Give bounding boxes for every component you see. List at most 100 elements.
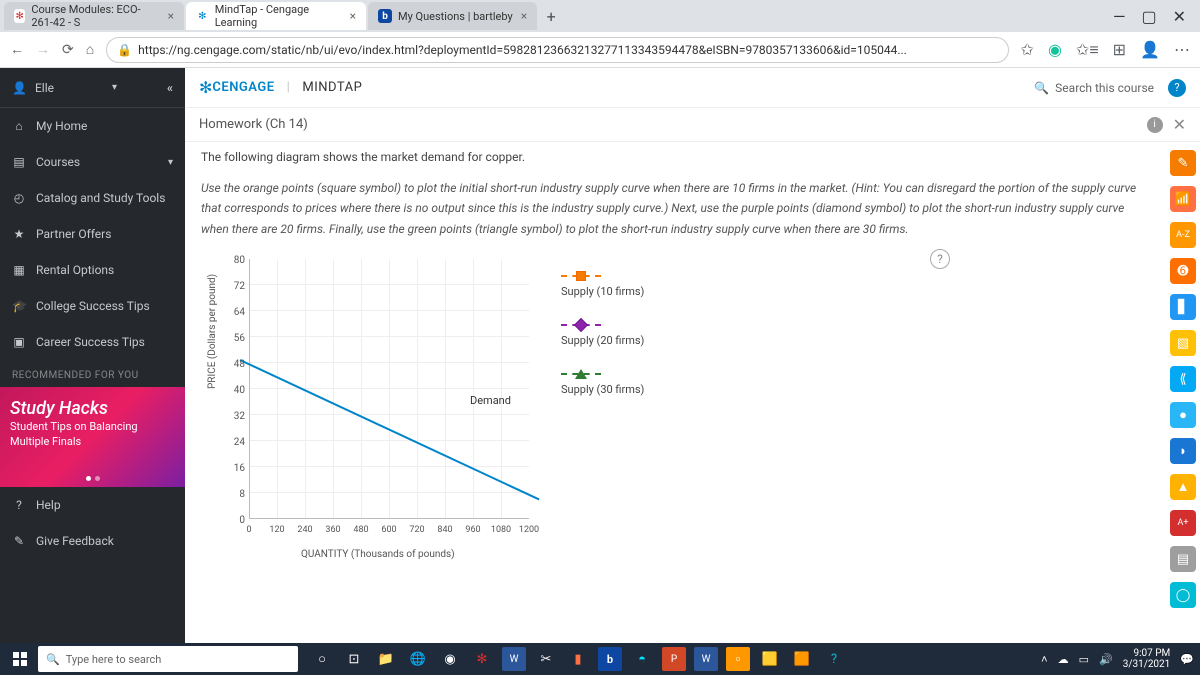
sidebar-promo[interactable]: Study Hacks Student Tips on Balancing Mu…	[0, 387, 185, 487]
sidebar-item-catalog[interactable]: ◴Catalog and Study Tools	[0, 180, 185, 216]
browser-tab[interactable]: ✻ MindTap - Cengage Learning ×	[186, 2, 366, 30]
sidebar-item-offers[interactable]: ★Partner Offers	[0, 216, 185, 252]
tool-button[interactable]: ➏	[1170, 258, 1196, 284]
star-icon: ★	[12, 227, 26, 241]
app-icon[interactable]: ◓	[630, 647, 654, 671]
help-icon[interactable]: ?	[822, 647, 846, 671]
home-icon[interactable]: ⌂	[86, 41, 94, 58]
app-icon[interactable]: 🟧	[790, 647, 814, 671]
tool-button[interactable]: ▋	[1170, 294, 1196, 320]
sidebar-item-career[interactable]: ▣Career Success Tips	[0, 324, 185, 360]
close-icon[interactable]: ×	[350, 9, 356, 23]
carousel-dots	[86, 476, 100, 481]
notifications-icon[interactable]: 💬	[1180, 653, 1194, 666]
powerpoint-icon[interactable]: P	[662, 647, 686, 671]
tool-button[interactable]: ⟪	[1170, 366, 1196, 392]
word-icon[interactable]: W	[694, 647, 718, 671]
word-icon[interactable]: W	[502, 647, 526, 671]
taskbar-search[interactable]: 🔍 Type here to search	[38, 646, 298, 672]
search-course[interactable]: 🔍 Search this course	[1034, 81, 1154, 95]
x-tick: 0	[246, 525, 251, 535]
feedback-icon: ✎	[12, 534, 26, 548]
edge-icon[interactable]: 🌐	[406, 647, 430, 671]
close-icon[interactable]: ✕	[1173, 115, 1186, 134]
chart-help-icon[interactable]: ?	[930, 249, 950, 269]
sidebar-item-home[interactable]: ⌂My Home	[0, 108, 185, 144]
tool-button[interactable]: A-Z	[1170, 222, 1196, 248]
close-icon[interactable]: ×	[168, 9, 174, 23]
new-tab-button[interactable]: +	[539, 4, 563, 28]
app-icon[interactable]: ▮	[566, 647, 590, 671]
maximize-icon[interactable]: ▢	[1141, 7, 1156, 26]
sidebar-item-rental[interactable]: ▦Rental Options	[0, 252, 185, 288]
favorites-icon[interactable]: ✩≡	[1076, 40, 1099, 60]
collapse-icon[interactable]: «	[167, 81, 173, 95]
bookmark-icon[interactable]: ✩	[1021, 40, 1034, 59]
plot-area[interactable]: Demand	[249, 259, 529, 519]
collections-icon[interactable]: ⊞	[1113, 40, 1126, 59]
profile-icon[interactable]: 👤	[1140, 40, 1160, 59]
tab-favicon: b	[378, 9, 392, 23]
tool-button[interactable]: ▤	[1170, 546, 1196, 572]
close-icon[interactable]: ×	[521, 9, 527, 23]
tool-button[interactable]: ◯	[1170, 582, 1196, 608]
sidebar-item-courses[interactable]: ▤Courses▾	[0, 144, 185, 180]
url-input[interactable]: 🔒 https://ng.cengage.com/static/nb/ui/ev…	[106, 37, 1008, 63]
menu-icon[interactable]: ⋯	[1174, 40, 1190, 59]
grammarly-icon[interactable]: ◉	[1048, 40, 1062, 59]
app-icon[interactable]: ✻	[470, 647, 494, 671]
search-icon: 🔍	[1034, 81, 1049, 95]
promo-line: Student Tips on Balancing	[10, 420, 175, 434]
sidebar-item-label: Courses	[36, 155, 80, 169]
instructions-text: Use the orange points (square symbol) to…	[201, 178, 1150, 239]
tool-button[interactable]: ▲	[1170, 474, 1196, 500]
battery-icon[interactable]: ▭	[1079, 653, 1089, 666]
tool-button[interactable]: ●	[1170, 402, 1196, 428]
tool-button[interactable]: ◗	[1170, 438, 1196, 464]
clock[interactable]: 9:07 PM 3/31/2021	[1123, 648, 1171, 670]
volume-icon[interactable]: 🔊	[1099, 653, 1113, 666]
snip-icon[interactable]: ✂	[534, 647, 558, 671]
forward-icon[interactable]: →	[36, 41, 50, 58]
help-button[interactable]: ?	[1168, 79, 1186, 97]
legend-item-supply20[interactable]: Supply (20 firms)	[561, 318, 644, 347]
legend-item-supply10[interactable]: Supply (10 firms)	[561, 269, 644, 298]
promo-line: Multiple Finals	[10, 435, 175, 449]
back-icon[interactable]: ←	[10, 41, 24, 58]
explorer-icon[interactable]: 📁	[374, 647, 398, 671]
sidebar-item-feedback[interactable]: ✎Give Feedback	[0, 523, 185, 559]
sidebar-item-label: Catalog and Study Tools	[36, 191, 165, 205]
user-icon: 👤	[12, 81, 27, 95]
browser-tab[interactable]: b My Questions | bartleby ×	[368, 2, 537, 30]
legend-item-supply30[interactable]: Supply (30 firms)	[561, 367, 644, 396]
info-icon[interactable]: i	[1147, 117, 1163, 133]
app-icon[interactable]: ▫	[726, 647, 750, 671]
browser-tab[interactable]: ✻ Course Modules: ECO-261-42 - S ×	[4, 2, 184, 30]
reload-icon[interactable]: ⟳	[62, 42, 74, 58]
tray-chevron-icon[interactable]: ˄	[1041, 653, 1047, 666]
y-tick: 32	[231, 411, 245, 422]
sidebar-item-college[interactable]: 🎓College Success Tips	[0, 288, 185, 324]
tool-button[interactable]: ▧	[1170, 330, 1196, 356]
book-icon: ▤	[12, 155, 26, 169]
cortana-icon[interactable]: ○	[310, 647, 334, 671]
tool-button[interactable]: ✎	[1170, 150, 1196, 176]
close-window-icon[interactable]: ✕	[1173, 7, 1186, 26]
sidebar-item-help[interactable]: ?Help	[0, 487, 185, 523]
minimize-icon[interactable]: —	[1113, 7, 1126, 26]
tool-button[interactable]: 📶	[1170, 186, 1196, 212]
taskview-icon[interactable]: ⊡	[342, 647, 366, 671]
sidebar-user[interactable]: 👤 Elle ▾ «	[0, 68, 185, 108]
tool-button[interactable]: A+	[1170, 510, 1196, 536]
onedrive-icon[interactable]: ☁	[1058, 653, 1069, 666]
briefcase-icon: ▣	[12, 335, 26, 349]
x-tick: 360	[325, 525, 340, 535]
app-icon[interactable]: 🟨	[758, 647, 782, 671]
content-body: The following diagram shows the market d…	[185, 142, 1166, 643]
sidebar-section-header: RECOMMENDED FOR YOU	[0, 360, 185, 387]
chrome-icon[interactable]: ◉	[438, 647, 462, 671]
chart[interactable]: PRICE (Dollars per pound) Demand QUANTIT…	[201, 249, 741, 579]
app-container: 👤 Elle ▾ « ⌂My Home ▤Courses▾ ◴Catalog a…	[0, 68, 1200, 643]
start-button[interactable]	[6, 645, 34, 673]
bartleby-icon[interactable]: b	[598, 647, 622, 671]
